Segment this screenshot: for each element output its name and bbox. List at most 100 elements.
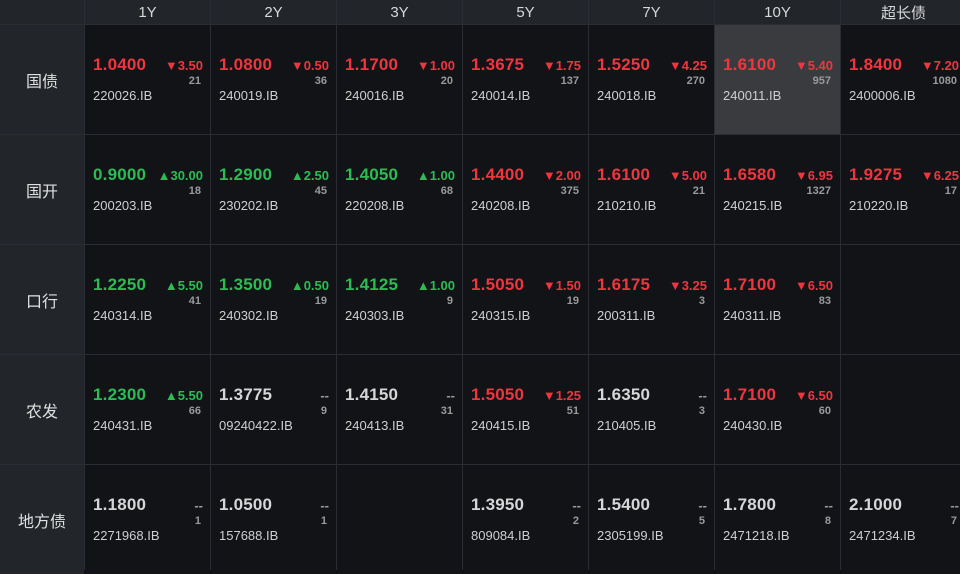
yield-price: 1.2900	[219, 165, 273, 184]
trade-count: 41	[188, 295, 201, 307]
bond-code: 240415.IB	[471, 418, 531, 433]
column-header-3y: 3Y	[337, 0, 462, 24]
yield-price: 1.6175	[597, 275, 651, 294]
yield-price: 1.7100	[723, 275, 777, 294]
yield-change: ▼2.00	[542, 168, 581, 183]
quote-cell[interactable]: 1.0500 -- 1 157688.IB	[211, 465, 336, 574]
quote-cell[interactable]: 1.3775 -- 9 09240422.IB	[211, 355, 336, 464]
quote-cell[interactable]: 1.6100 ▼5.40 957 240011.IB	[715, 25, 840, 134]
trade-count: 18	[188, 185, 201, 197]
yield-change: ▼4.25	[668, 58, 707, 73]
bond-code: 240014.IB	[471, 88, 531, 103]
empty-cell	[841, 355, 960, 464]
trade-count: 3	[698, 405, 705, 417]
quote-cell[interactable]: 0.9000 ▲30.00 18 200203.IB	[85, 135, 210, 244]
trade-count: 270	[686, 75, 705, 87]
quote-cell[interactable]: 1.4400 ▼2.00 375 240208.IB	[463, 135, 588, 244]
yield-change: ▼1.50	[542, 278, 581, 293]
trade-count: 1327	[806, 185, 831, 197]
bond-code: 240303.IB	[345, 308, 405, 323]
quote-cell[interactable]: 1.5250 ▼4.25 270 240018.IB	[589, 25, 714, 134]
yield-change: ▼6.50	[794, 278, 833, 293]
yield-price: 1.9275	[849, 165, 903, 184]
yield-price: 1.6100	[597, 165, 651, 184]
yield-price: 1.4150	[345, 385, 399, 404]
quote-cell[interactable]: 1.3500 ▲0.50 19 240302.IB	[211, 245, 336, 354]
bond-code: 240430.IB	[723, 418, 783, 433]
quote-cell[interactable]: 1.4150 -- 31 240413.IB	[337, 355, 462, 464]
column-header-10y: 10Y	[715, 0, 840, 24]
yield-price: 1.6580	[723, 165, 777, 184]
quote-cell[interactable]: 1.5050 ▼1.25 51 240415.IB	[463, 355, 588, 464]
bond-code: 240016.IB	[345, 88, 405, 103]
trade-count: 1	[320, 515, 327, 527]
yield-price: 1.7800	[723, 495, 777, 514]
yield-price: 1.3500	[219, 275, 273, 294]
row-label-cdb: 国开	[0, 135, 84, 244]
quote-cell[interactable]: 1.8400 ▼7.20 1080 2400006.IB	[841, 25, 960, 134]
bond-code: 240314.IB	[93, 308, 153, 323]
bond-code: 220208.IB	[345, 198, 405, 213]
bond-code: 2471234.IB	[849, 528, 916, 543]
yield-change: --	[572, 498, 581, 513]
row-label-exim: 口行	[0, 245, 84, 354]
yield-price: 1.4125	[345, 275, 399, 294]
trade-count: 19	[314, 295, 327, 307]
bond-code: 240315.IB	[471, 308, 531, 323]
trade-count: 17	[944, 185, 957, 197]
bond-code: 2400006.IB	[849, 88, 916, 103]
quote-cell[interactable]: 1.4125 ▲1.00 9 240303.IB	[337, 245, 462, 354]
yield-price: 2.1000	[849, 495, 903, 514]
quote-cell[interactable]: 1.5050 ▼1.50 19 240315.IB	[463, 245, 588, 354]
yield-change: ▲5.50	[164, 278, 203, 293]
header-corner	[0, 0, 84, 24]
bond-code: 157688.IB	[219, 528, 279, 543]
trade-count: 83	[818, 295, 831, 307]
quote-cell[interactable]: 1.0400 ▼3.50 21 220026.IB	[85, 25, 210, 134]
quote-cell[interactable]: 2.1000 -- 7 2471234.IB	[841, 465, 960, 574]
quote-cell[interactable]: 1.6350 -- 3 210405.IB	[589, 355, 714, 464]
quote-cell[interactable]: 1.7800 -- 8 2471218.IB	[715, 465, 840, 574]
quote-cell[interactable]: 1.6175 ▼3.25 3 200311.IB	[589, 245, 714, 354]
quote-cell[interactable]: 1.3675 ▼1.75 137 240014.IB	[463, 25, 588, 134]
trade-count: 957	[812, 75, 831, 87]
yield-change: ▲0.50	[290, 278, 329, 293]
quote-cell[interactable]: 1.4050 ▲1.00 68 220208.IB	[337, 135, 462, 244]
bond-code: 240302.IB	[219, 308, 279, 323]
yield-price: 1.0400	[93, 55, 147, 74]
quote-cell[interactable]: 1.6100 ▼5.00 21 210210.IB	[589, 135, 714, 244]
bond-code: 240208.IB	[471, 198, 531, 213]
yield-change: --	[320, 388, 329, 403]
bond-code: 240431.IB	[93, 418, 153, 433]
quote-cell[interactable]: 1.1700 ▼1.00 20 240016.IB	[337, 25, 462, 134]
trade-count: 60	[818, 405, 831, 417]
quote-cell[interactable]: 1.7100 ▼6.50 60 240430.IB	[715, 355, 840, 464]
yield-change: ▼1.75	[542, 58, 581, 73]
yield-change: --	[698, 498, 707, 513]
yield-price: 1.5250	[597, 55, 651, 74]
yield-change: --	[950, 498, 959, 513]
yield-change: --	[824, 498, 833, 513]
bond-code: 809084.IB	[471, 528, 531, 543]
yield-price: 1.4050	[345, 165, 399, 184]
quote-cell[interactable]: 1.7100 ▼6.50 83 240311.IB	[715, 245, 840, 354]
quote-cell[interactable]: 1.3950 -- 2 809084.IB	[463, 465, 588, 574]
row-label-adbc: 农发	[0, 355, 84, 464]
quote-cell[interactable]: 1.6580 ▼6.95 1327 240215.IB	[715, 135, 840, 244]
bond-code: 240011.IB	[723, 88, 782, 103]
yield-price: 1.6350	[597, 385, 651, 404]
quote-cell[interactable]: 1.2250 ▲5.50 41 240314.IB	[85, 245, 210, 354]
yield-change: ▼0.50	[290, 58, 329, 73]
quote-cell[interactable]: 1.1800 -- 1 2271968.IB	[85, 465, 210, 574]
quote-cell[interactable]: 1.2900 ▲2.50 45 230202.IB	[211, 135, 336, 244]
yield-change: ▼6.95	[794, 168, 833, 183]
trade-count: 8	[824, 515, 831, 527]
quote-cell[interactable]: 1.2300 ▲5.50 66 240431.IB	[85, 355, 210, 464]
trade-count: 20	[440, 75, 453, 87]
quote-cell[interactable]: 1.9275 ▼6.25 17 210220.IB	[841, 135, 960, 244]
quote-cell[interactable]: 1.0800 ▼0.50 36 240019.IB	[211, 25, 336, 134]
column-header-2y: 2Y	[211, 0, 336, 24]
yield-price: 1.4400	[471, 165, 525, 184]
quote-cell[interactable]: 1.5400 -- 5 2305199.IB	[589, 465, 714, 574]
bond-code: 230202.IB	[219, 198, 279, 213]
